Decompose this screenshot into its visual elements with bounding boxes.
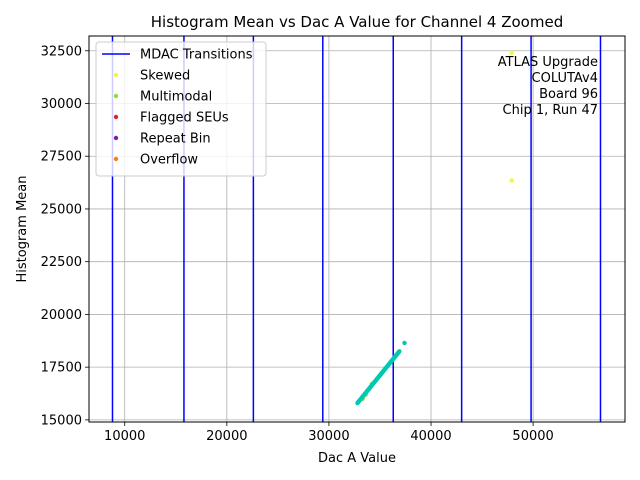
x-tick-label: 20000 (206, 429, 247, 444)
x-axis-label: Dac A Value (318, 451, 396, 466)
legend-label: Flagged SEUs (140, 111, 229, 126)
legend-label: Overflow (140, 153, 198, 168)
y-tick-label: 20000 (41, 308, 82, 323)
legend-label: Repeat Bin (140, 132, 211, 147)
y-tick-label: 27500 (41, 150, 82, 165)
y-tick-label: 17500 (41, 361, 82, 376)
legend-dot-marker (113, 93, 119, 99)
data-point (509, 50, 514, 56)
x-tick-label: 50000 (512, 429, 553, 444)
data-point (402, 340, 407, 346)
plot-frame (88, 35, 626, 423)
data-point (397, 349, 402, 354)
x-tick-label: 40000 (410, 429, 451, 444)
annotation-line: Chip 1, Run 47 (503, 103, 598, 118)
data-points (355, 50, 514, 406)
grid (89, 36, 625, 422)
annotation-line: Board 96 (539, 87, 598, 102)
legend-dot-marker (113, 135, 119, 141)
legend-dot-marker (113, 72, 119, 78)
legend-label: MDAC Transitions (140, 48, 253, 63)
x-tick-label: 10000 (104, 429, 145, 444)
chart-title: Histogram Mean vs Dac A Value for Channe… (151, 13, 563, 31)
legend-box (95, 41, 267, 177)
y-tick-label: 25000 (41, 202, 82, 217)
legend: MDAC Transitions Skewed Multimodal Flagged … (95, 41, 267, 177)
x-axis-ticks: 10000 20000 30000 40000 50000 (104, 422, 554, 444)
legend-dot-marker (113, 156, 119, 162)
y-axis-ticks: 15000 17500 20000 22500 25000 27500 30000 32500 (41, 44, 89, 428)
annotation-line: ATLAS Upgrade (498, 55, 598, 70)
annotation-line: COLUTAv4 (532, 71, 598, 86)
data-point (509, 178, 514, 183)
y-axis-label: Histogram Mean (15, 176, 30, 283)
y-tick-label: 32500 (41, 44, 82, 59)
y-tick-label: 22500 (41, 255, 82, 270)
legend-label: Skewed (140, 69, 190, 84)
y-tick-label: 15000 (41, 413, 82, 428)
legend-dot-marker (113, 114, 119, 120)
x-tick-label: 30000 (308, 429, 349, 444)
y-tick-label: 30000 (41, 97, 82, 112)
legend-label: Multimodal (140, 90, 212, 105)
